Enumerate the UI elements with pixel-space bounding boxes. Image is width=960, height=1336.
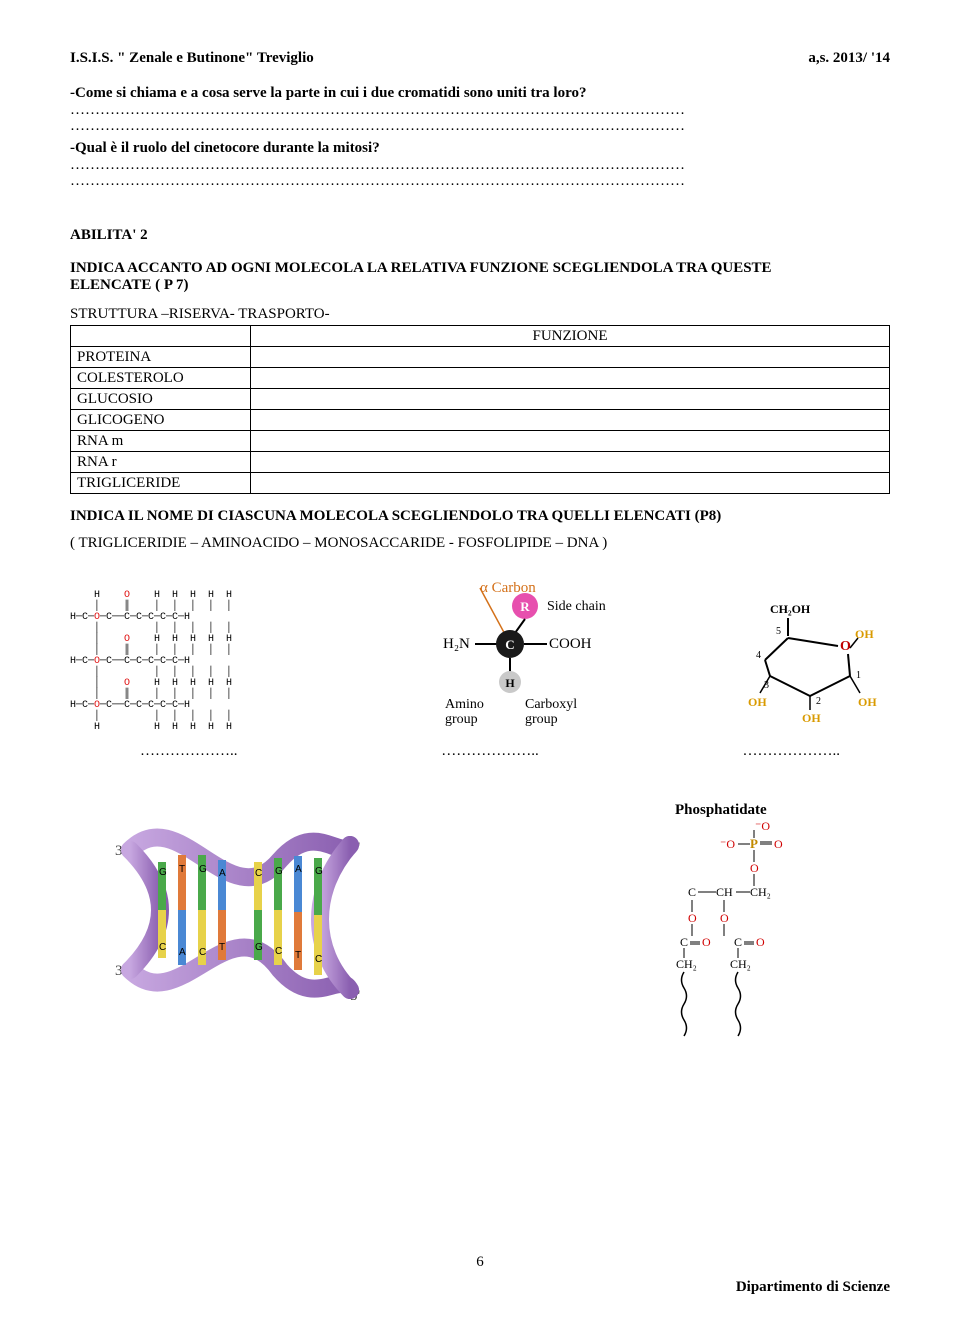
instruction-1-line2: ELENCATE ( P 7) xyxy=(70,277,890,294)
struttura-riserva-trasporto-label: STRUTTURA –RISERVA- TRASPORTO- xyxy=(70,306,890,323)
svg-text:Carboxyl: Carboxyl xyxy=(525,697,577,712)
table-row: TRIGLICERIDE xyxy=(71,473,890,494)
svg-text:CH₂: CH₂ xyxy=(730,957,751,971)
page-header: I.S.I.S. " Zenale e Butinone" Treviglio … xyxy=(70,50,890,67)
header-left: I.S.I.S. " Zenale e Butinone" Treviglio xyxy=(70,50,314,67)
header-right: a,s. 2013/ '14 xyxy=(808,50,890,67)
svg-text:Amino: Amino xyxy=(445,697,484,712)
svg-text:G: G xyxy=(275,866,283,877)
svg-text:C: C xyxy=(255,868,262,879)
question-1: -Come si chiama e a cosa serve la parte … xyxy=(70,85,890,102)
svg-text:O: O xyxy=(840,639,851,654)
svg-text:A: A xyxy=(219,868,226,879)
svg-text:C: C xyxy=(199,947,206,958)
svg-text:P: P xyxy=(750,836,758,851)
svg-text:OH: OH xyxy=(802,711,821,725)
svg-text:C: C xyxy=(315,954,322,965)
svg-text:O: O xyxy=(688,911,697,925)
blank-line xyxy=(70,102,890,118)
answer-blank-2: ……………….. xyxy=(441,743,539,760)
molecule-triglyceride: H O H H H H H │ ║ │ │ │ │ │ H─C─O─C──C─C… xyxy=(70,579,310,733)
table-row: RNA r xyxy=(71,452,890,473)
svg-text:C: C xyxy=(505,637,514,652)
svg-text:O: O xyxy=(702,935,711,949)
svg-text:G: G xyxy=(255,942,263,953)
page-number: 6 xyxy=(0,1254,960,1271)
table-row: GLICOGENO xyxy=(71,410,890,431)
molecule-ribose: CH₂OH O OH OH OH OH 5 4 3 2 1 xyxy=(710,598,890,733)
svg-text:H: H xyxy=(505,676,515,690)
svg-text:G: G xyxy=(315,866,323,877)
footer-department: Dipartimento di Scienze xyxy=(736,1279,890,1296)
svg-text:O: O xyxy=(756,935,765,949)
svg-text:5: 5 xyxy=(776,626,781,637)
question-2: -Qual è il ruolo del cinetocore durante … xyxy=(70,140,890,157)
table-row: GLUCOSIO xyxy=(71,389,890,410)
svg-text:OH: OH xyxy=(858,695,877,709)
svg-text:2: 2 xyxy=(816,696,821,707)
svg-text:T: T xyxy=(295,950,301,961)
table-header-funzione: FUNZIONE xyxy=(251,326,890,347)
svg-text:COOH: COOH xyxy=(549,636,592,652)
svg-text:T: T xyxy=(179,864,185,875)
svg-text:R: R xyxy=(520,599,530,614)
answer-blank-1: ……………….. xyxy=(140,743,238,760)
svg-text:O: O xyxy=(750,861,759,875)
molecule-amino-acid: α Carbon R Side chain H₂N C COOH H Amino… xyxy=(405,578,615,733)
svg-text:G: G xyxy=(159,867,167,878)
svg-text:1: 1 xyxy=(856,670,861,681)
svg-text:O: O xyxy=(720,911,729,925)
svg-text:C: C xyxy=(688,885,696,899)
table-row: RNA m xyxy=(71,431,890,452)
blank-line xyxy=(70,118,890,134)
svg-text:CH: CH xyxy=(716,885,733,899)
options-paren: ( TRIGLICERIDIE – AMINOACIDO – MONOSACCA… xyxy=(70,535,890,552)
svg-text:4: 4 xyxy=(756,650,761,661)
svg-text:⁻O: ⁻O xyxy=(755,819,770,833)
svg-text:Side chain: Side chain xyxy=(547,599,606,614)
blank-line xyxy=(70,157,890,173)
phosphatidate-title: Phosphatidate xyxy=(675,802,767,818)
svg-text:group: group xyxy=(445,712,478,727)
molecule-phosphatidate: Phosphatidate ⁻O ⁻O P O O C CH CH₂ O O xyxy=(650,800,830,1045)
svg-text:group: group xyxy=(525,712,558,727)
svg-text:C: C xyxy=(680,935,688,949)
svg-text:⁻O: ⁻O xyxy=(720,837,735,851)
instruction-2: INDICA IL NOME DI CIASCUNA MOLECOLA SCEG… xyxy=(70,508,890,525)
svg-text:O: O xyxy=(774,837,783,851)
section-abilita-2: ABILITA' 2 xyxy=(70,227,890,244)
instruction-1-line1: INDICA ACCANTO AD OGNI MOLECOLA LA RELAT… xyxy=(70,260,890,277)
svg-text:C: C xyxy=(734,935,742,949)
svg-text:OH: OH xyxy=(748,695,767,709)
svg-text:A: A xyxy=(179,947,186,958)
answer-blank-3: ……………….. xyxy=(743,743,841,760)
blank-line xyxy=(70,173,890,189)
svg-text:A: A xyxy=(295,864,302,875)
svg-text:3: 3 xyxy=(764,680,769,691)
table-row: PROTEINA xyxy=(71,347,890,368)
molecule-row-1: H O H H H H H │ ║ │ │ │ │ │ H─C─O─C──C─C… xyxy=(70,578,890,733)
molecule-row-2: 3' 3' 5' 5' GC TA xyxy=(70,800,890,1045)
svg-text:H₂N: H₂N xyxy=(443,636,470,652)
function-table: FUNZIONE PROTEINA COLESTEROLO GLUCOSIO G… xyxy=(70,325,890,494)
table-row: COLESTEROLO xyxy=(71,368,890,389)
svg-text:T: T xyxy=(219,942,225,953)
molecule-dna: 3' 3' 5' 5' GC TA xyxy=(110,800,370,1035)
svg-text:C: C xyxy=(275,946,282,957)
svg-text:G: G xyxy=(199,864,207,875)
svg-text:CH₂OH: CH₂OH xyxy=(770,602,811,616)
svg-text:CH₂: CH₂ xyxy=(676,957,697,971)
svg-text:CH₂: CH₂ xyxy=(750,885,771,899)
svg-text:C: C xyxy=(159,942,166,953)
